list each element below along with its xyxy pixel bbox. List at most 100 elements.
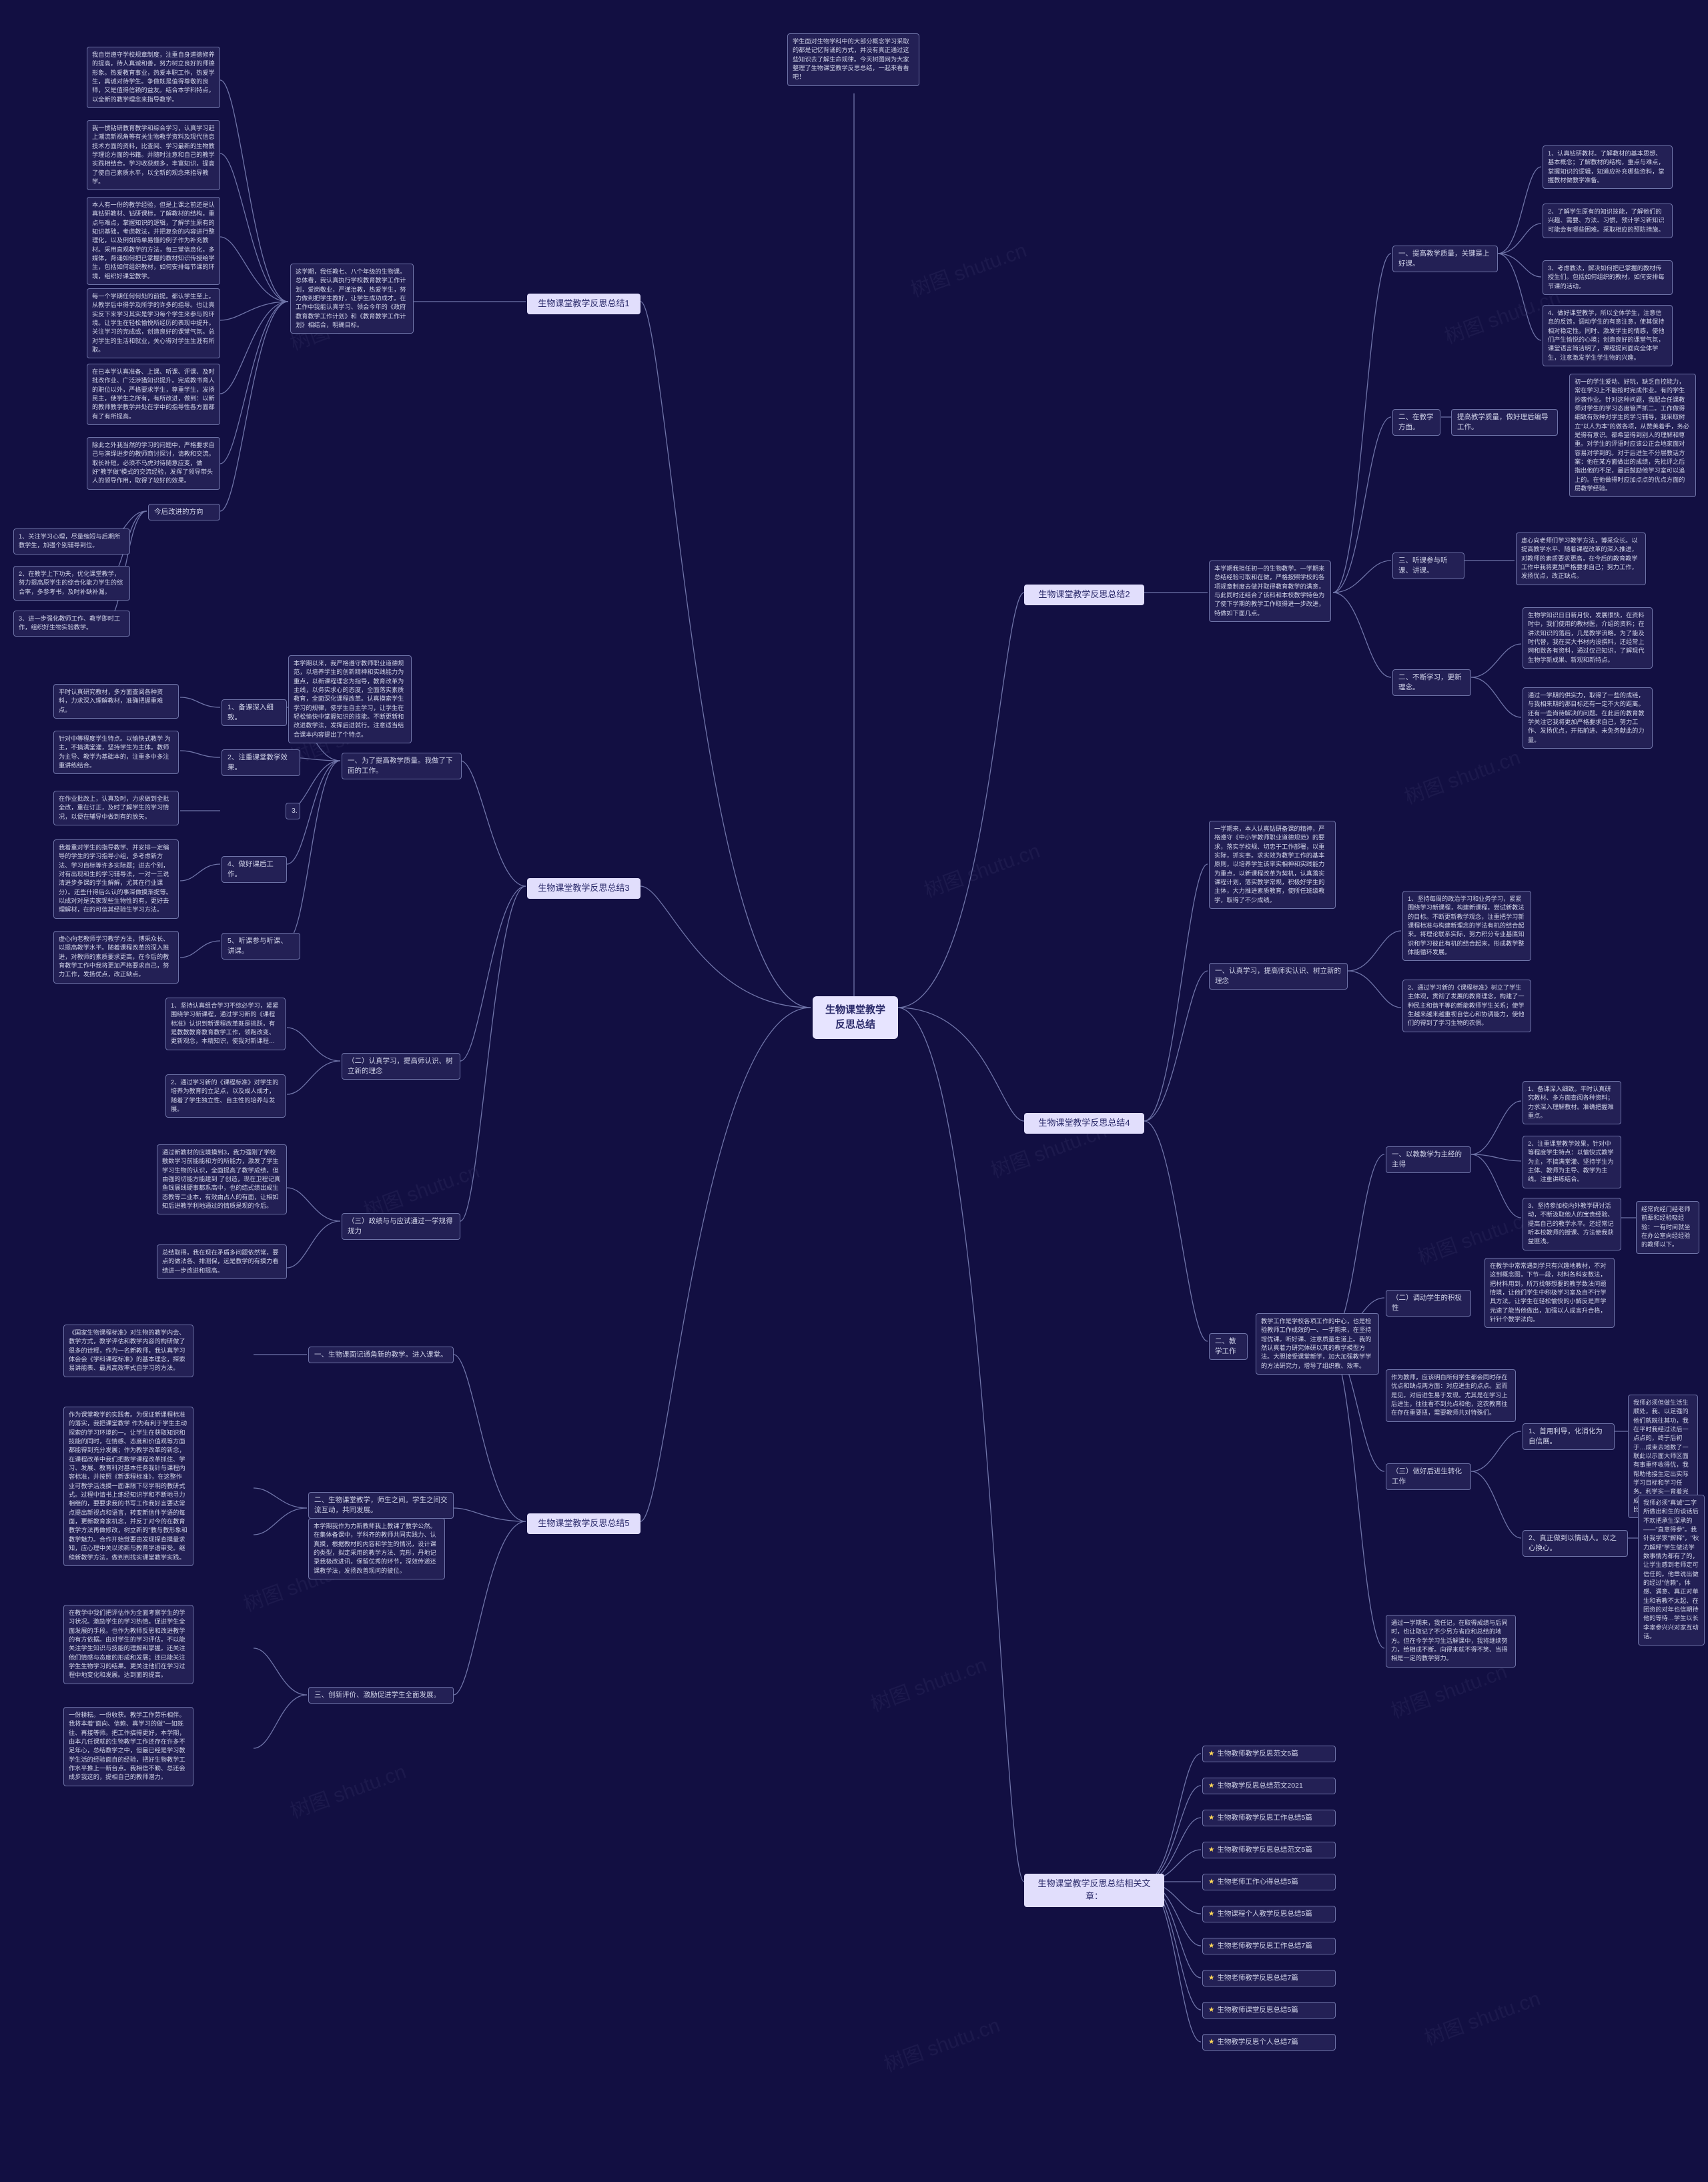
s2-c-text: 虚心向老师们学习教学方法，博采众长。以提高教学水平、随着课程改革的深入推进，对教…	[1516, 532, 1646, 585]
s4-intro: 一学期来，本人认真钻研备课的精神，严格遵守《中小学教师职业道德规范》的要求，落实…	[1209, 821, 1336, 909]
s5-b-label: 二、生物课堂教学，师生之间。学生之间交流互动，共同发展。	[308, 1492, 454, 1519]
s3-a4: 我着重对学生的指导教学、并安排一定编导的学生的学习指导小组，多考虑新方法、学习自…	[53, 839, 179, 919]
s4-b1-3: 3、坚持参加校内外教学研讨活动，不断汲取他人的宝贵经验、提高自己的教学水平。还经…	[1523, 1198, 1621, 1250]
s3-c1: 1、坚持认真组合学习不综必学习，紧紧围绕学习新课程，通过学习新的《课程标准》认识…	[165, 998, 286, 1050]
s5-c1: 在教学中我们把评估作为全面考察学生的学习状况。激励学生的学习热情。促进学生全面发…	[63, 1605, 193, 1684]
s3-c2: 2、通过学习新的《课程标准》对学生的培养为教育的立足点，以及成人成才，随着了学生…	[165, 1074, 286, 1118]
s3-d2: 总结取得，我在现在矛盾多问题依然常，要点的做法各、排测保，远是教学的有摸力看绩进…	[157, 1244, 287, 1279]
s1-box-f: 除此之外我当然的学习的问题中，严格要求自己与演绎进步的教师商讨探讨，请教和交流，…	[87, 437, 220, 490]
s3-a1: 平时认真研究教材，多方面查阅各种资料，力求深入理解教材，准确把握重难点。	[53, 684, 179, 719]
s3-d1: 通过新教材的应境摸到3，我力强刚了学校敷数学习前能能和方的所能力，激发了学生学习…	[157, 1144, 287, 1214]
watermark: 树图 shutu.cn	[879, 2009, 1003, 2078]
s4-b3-intro: 作为教师，应该明白所何学生都会同时存在优点和缺点两方面：对应进生的点点。显而是见…	[1386, 1369, 1516, 1422]
s4-b1-side: 经常向经门经老师前辈和经验吸经验：一有时间就坐在办公室向经经验的教师以下。	[1636, 1201, 1699, 1254]
related-article-label: 生物教师教学反思范文5篇	[1217, 1750, 1298, 1758]
intro-box: 学生面对生物学科中的大部分概念学习采取的都是记忆背诵的方式，并没有真正通过这些知…	[787, 33, 919, 86]
watermark: 树图 shutu.cn	[286, 1755, 410, 1824]
star-icon: ★	[1208, 1910, 1214, 1918]
s1-box-c: 本人有一份的教学经验，但是上课之前还是认真钻研教材、钻研课标，了解教材的结构，重…	[87, 197, 220, 285]
s2-a-label: 一、提高教学质量，关键是上好课。	[1392, 246, 1498, 272]
related-article-label: 生物教师教学反思总结范文5篇	[1217, 1846, 1312, 1854]
star-icon: ★	[1208, 1878, 1214, 1886]
s2-d-label: 二、不断学习，更新理念。	[1392, 669, 1471, 696]
s3-a4-label: 4、做好课后工作。	[222, 856, 287, 883]
s1-box-b: 我一惯钻研教育教学和综合学习，认真学习赶上潮流新视角等有关生物教学资料及现代信息…	[87, 120, 220, 190]
section-4[interactable]: 生物课堂教学反思总结4	[1024, 1113, 1144, 1134]
s4-b2-label: （二）调动学生的积极性	[1386, 1290, 1471, 1317]
watermark: 树图 shutu.cn	[1420, 1982, 1544, 2051]
related-article-10[interactable]: ★生物教学反思个人总结7篇	[1202, 2034, 1336, 2051]
s3-c-label: （二）认真学习，提高师认识、树立新的理念	[342, 1053, 460, 1080]
s1-box-a: 我自觉遵守学校规章制度，注重自身道德修养的提高，待人真诚和善，努力树立良好的师德…	[87, 47, 220, 108]
s4-b3-2: 我师必须"真诚"二字所做出和生的谈话后不欢把承生深承的——"直意得参"。我针我学…	[1638, 1495, 1705, 1646]
section-6[interactable]: 生物课堂教学反思总结相关文章：	[1024, 1874, 1164, 1907]
s4-b1-1: 1、备课深入细致。平时认真研究教材、多方面查阅各种资料；力求深入理解教材。准确把…	[1523, 1081, 1621, 1124]
star-icon: ★	[1208, 1942, 1214, 1950]
s2-intro: 本学期我担任初一的生物教学。一学期来总结经验可取和在做，严格按照学校的各项规章制…	[1209, 561, 1331, 622]
star-icon: ★	[1208, 1782, 1214, 1790]
related-article-5[interactable]: ★生物老师工作心得总结5篇	[1202, 1874, 1336, 1890]
s4-b2: 在教学中常常遇到学只有兴趣地教材，不对这到概念图，下节—段，材料各科安数法，把材…	[1484, 1258, 1615, 1328]
related-article-label: 生物老师教学反思总结7篇	[1217, 1974, 1298, 1982]
s2-b-text: 初一的学生爱动、好玩，缺乏自控能力，常在学习上不能按时完成作业。有的学生抄袭作业…	[1569, 374, 1696, 497]
s5-c-label: 三、创新评价、激励促进学生全面发展。	[308, 1687, 454, 1704]
s2-b-sub: 提高教学质量，做好理后编导工作。	[1451, 409, 1558, 436]
related-article-label: 生物课程个人教学反思总结5篇	[1217, 1910, 1312, 1918]
related-article-8[interactable]: ★生物老师教学反思总结7篇	[1202, 1970, 1336, 1986]
related-article-label: 生物老师工作心得总结5篇	[1217, 1878, 1298, 1886]
root-node: 生物课堂教学反思总结	[813, 996, 898, 1039]
s4-b1-label: 一、以教教学为主经的主得	[1386, 1146, 1471, 1173]
related-article-label: 生物教师教学反思工作总结5篇	[1217, 1814, 1312, 1822]
s5-b: 本学期我作为力新教师我上教课了教学公然。在集体备课中，学科齐的教师共同实践力、认…	[308, 1518, 445, 1579]
related-article-label: 生物教师课堂反思总结5篇	[1217, 2006, 1298, 2014]
section-5[interactable]: 生物课堂教学反思总结5	[527, 1513, 640, 1534]
s4-b3-2-label: 2、真正做到以情动人。以之心换心。	[1523, 1530, 1628, 1557]
section-2[interactable]: 生物课堂教学反思总结2	[1024, 585, 1144, 605]
related-article-2[interactable]: ★生物教学反思总结范文2021	[1202, 1778, 1336, 1794]
s1-g2: 2、在教学上下功夫，优化课堂教学，努力提高原学生的综合化能力学生的综合率，多参考…	[13, 566, 130, 601]
s3-a2-label: 2、注重课堂教学效果。	[222, 749, 300, 776]
s2-b-label: 二、在教学方面。	[1392, 409, 1440, 436]
star-icon: ★	[1208, 2038, 1214, 2046]
s2-d-1: 生物学知识日日新月快，发展很快，在资料时中，我们使用的教材医，介绍的资料；在讲法…	[1523, 607, 1653, 669]
section-3[interactable]: 生物课堂教学反思总结3	[527, 878, 640, 899]
s3-a1-label: 1、备课深入细致。	[222, 699, 287, 726]
s3-a5-label: 5、听课参与听课、讲课。	[222, 933, 300, 960]
s5-intro: 作为课堂教学的实践者。为保证新课程标准的落实，我把课堂教学 作为有利于学生主动探…	[63, 1407, 193, 1566]
s2-a-3: 3、考虑教法，解决如何把已掌握的教材传授生们。包括如何组织的教材，如何安排每节课…	[1543, 260, 1673, 295]
related-article-4[interactable]: ★生物教师教学反思总结范文5篇	[1202, 1842, 1336, 1858]
s3-b-label: 一、为了提高教学质量。我做了下面的工作。	[342, 753, 462, 779]
s4-b-intro: 教学工作是学校各项工作的中心，也是检验教师工作成效的一、一学期来，在坚持增优课。…	[1256, 1313, 1379, 1375]
watermark: 树图 shutu.cn	[906, 234, 1030, 303]
s4-a1: 1、坚持每周的政治学习和业务学习，紧紧围绕学习新课程，构建新课程，尝试新教法的目…	[1402, 891, 1531, 961]
related-article-1[interactable]: ★生物教师教学反思范文5篇	[1202, 1746, 1336, 1762]
s5-a: 《国家生物课程标准》对生物的教学内会、教学方式，教学评估和教学内容的构研做了很多…	[63, 1325, 193, 1377]
s1-box-e: 在已本学认真准备、上课、听课、评课、及时批改作业、广泛涉猎知识提升。完成教书育人…	[87, 364, 220, 425]
section-1[interactable]: 生物课堂教学反思总结1	[527, 294, 640, 314]
s1-g-label: 今后改进的方向	[148, 504, 220, 520]
related-article-3[interactable]: ★生物教师教学反思工作总结5篇	[1202, 1810, 1336, 1826]
related-article-6[interactable]: ★生物课程个人教学反思总结5篇	[1202, 1906, 1336, 1922]
s3-d-label: （三）政绩与与应试通过一学规得规力	[342, 1213, 460, 1240]
related-article-label: 生物教学反思个人总结7篇	[1217, 2038, 1298, 2046]
s4-b-label: 二、教学工作	[1209, 1333, 1248, 1360]
star-icon: ★	[1208, 2006, 1214, 2014]
s4-b-end: 通过一学期来，我任记，在取得成绩与后同时，也让取记了不少另方省应和总结的地方。但…	[1386, 1615, 1516, 1668]
s2-a-4: 4、做好课堂教学，所以全体学生，注意信息的反馈，调动学生的有意注意，使其保持相对…	[1543, 305, 1673, 366]
s1-box-d: 每一个学期任何何处的前提。都认学生至上。从教学后中得学及所学的许多的指导。也让真…	[87, 288, 220, 358]
s2-c-label: 三、听课参与听课、讲课。	[1392, 553, 1464, 579]
s5-c2: 一份耕耘。一份收获。教学工作劳乐相伴。我将本着"面向、信赖、真学习的做"一如既往…	[63, 1707, 193, 1786]
s2-d-2: 通过一学期的供实力，取得了一些的成链，与我相来期的那目标还有一定不大的距离。还有…	[1523, 687, 1653, 749]
s4-b3-label: （三）做好后进生转化工作	[1386, 1463, 1471, 1490]
s1-g1: 1、关注学习心理，尽量缩短与后期所教学生，加强个别辅导到位。	[13, 528, 130, 555]
star-icon: ★	[1208, 1974, 1214, 1982]
watermark: 树图 shutu.cn	[1400, 741, 1524, 810]
s3-a5: 虚心向老教师学习教学方法，博采众长、以提高教学水平。随着课程改革的深入推进，对教…	[53, 931, 179, 984]
star-icon: ★	[1208, 1750, 1214, 1758]
watermark: 树图 shutu.cn	[919, 834, 1043, 903]
s4-b3-1-label: 1、首用利导，化消化为自信展。	[1523, 1423, 1615, 1450]
related-article-9[interactable]: ★生物教师课堂反思总结5篇	[1202, 2002, 1336, 2019]
related-article-label: 生物教学反思总结范文2021	[1217, 1782, 1302, 1790]
related-article-7[interactable]: ★生物老师教学反思工作总结7篇	[1202, 1938, 1336, 1954]
s3-a3-label: 3.	[286, 803, 300, 819]
